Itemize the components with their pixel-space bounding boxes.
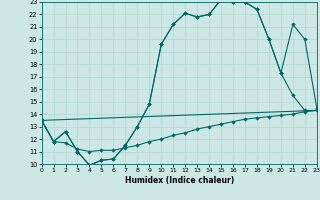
X-axis label: Humidex (Indice chaleur): Humidex (Indice chaleur)	[124, 176, 234, 185]
